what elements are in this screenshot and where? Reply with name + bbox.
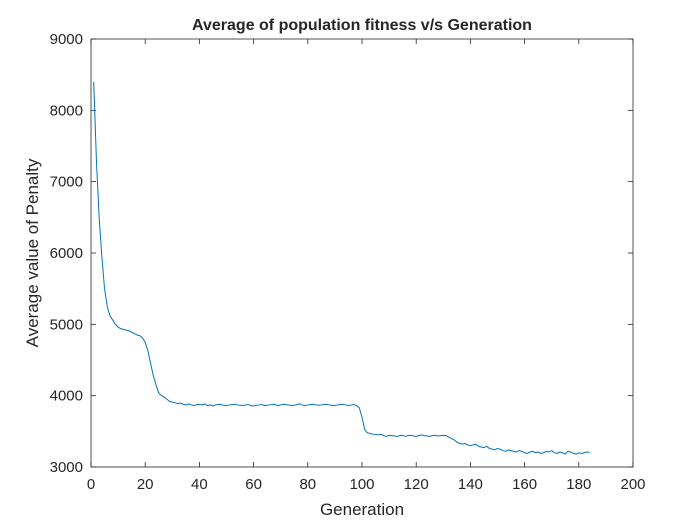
x-axis-ticks: 0 20 40 60 80 100 120 140 160 180 200 [87,39,646,493]
y-axis-ticks: 3000 4000 5000 6000 7000 8000 9000 [50,31,633,476]
chart-title: Average of population fitness v/s Genera… [192,17,532,34]
y-tick-label: 5000 [50,316,83,333]
y-tick-label: 9000 [50,31,83,48]
x-tick-label: 120 [404,476,429,493]
x-tick-label: 180 [566,476,591,493]
x-tick-label: 40 [191,476,208,493]
x-tick-label: 200 [620,476,645,493]
y-tick-label: 8000 [50,102,83,119]
x-tick-label: 60 [245,476,262,493]
plot-area [90,38,634,468]
y-tick-label: 7000 [50,174,83,191]
x-tick-label: 140 [458,476,483,493]
x-tick-label: 0 [87,476,95,493]
y-tick-label: 4000 [50,388,83,405]
x-axis-label: Generation [320,500,404,519]
x-tick-label: 100 [349,476,374,493]
y-tick-label: 3000 [50,459,83,476]
y-tick-label: 6000 [50,245,83,262]
y-axis-label: Average value of Penalty [23,158,42,347]
x-tick-label: 160 [512,476,537,493]
series-line [93,81,590,455]
x-tick-label: 20 [137,476,154,493]
x-tick-label: 80 [299,476,316,493]
